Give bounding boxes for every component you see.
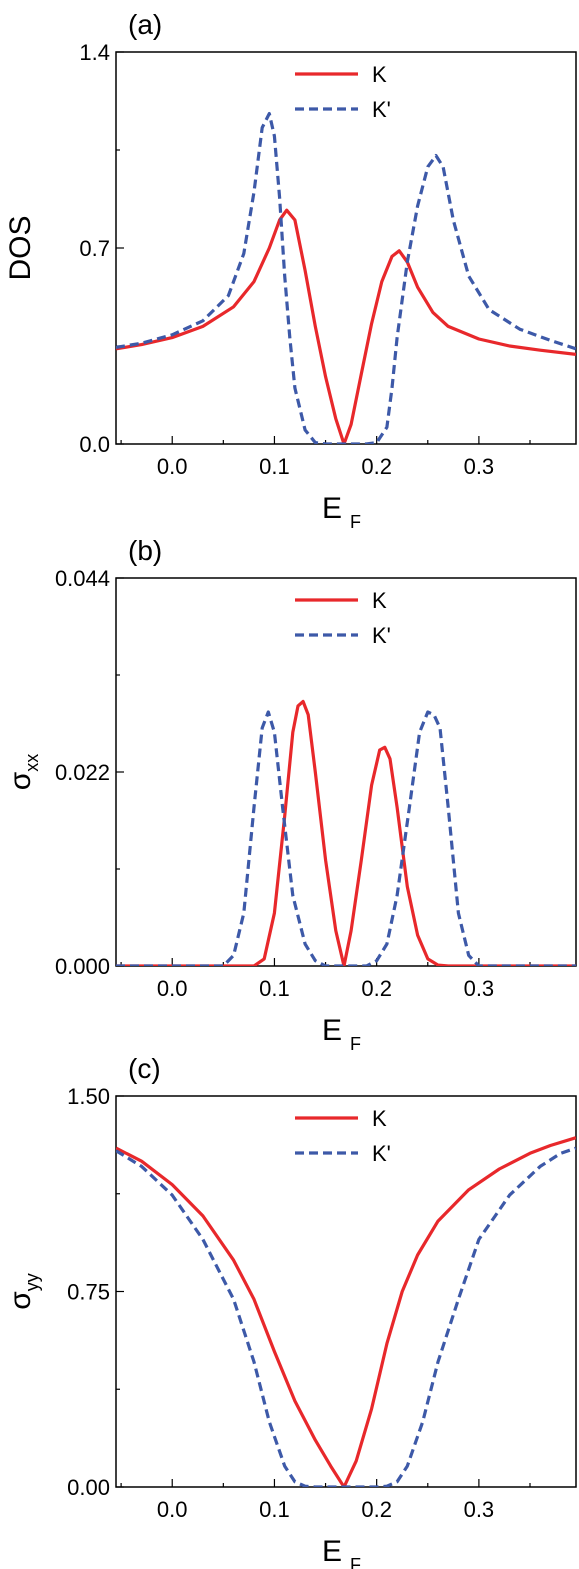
legend-label-k-prime: K' [372,97,391,122]
x-axis-label-subscript: F [350,1555,361,1569]
x-axis-label-subscript: F [350,512,361,532]
x-tick-label: 0.3 [464,454,495,479]
series-line-k-prime [116,710,576,966]
x-tick-label: 0.3 [464,976,495,1001]
y-axis-label-text: DOS [4,215,37,280]
legend-label-k: K [372,62,387,87]
y-tick-label: 0.0 [79,432,110,457]
panel-label: (a) [128,9,162,40]
y-axis-label-text: σ [4,771,37,790]
plot-frame [115,51,577,445]
y-axis-label-text: σ [4,1291,37,1310]
y-axis-label: σyy [4,1273,42,1310]
y-axis-label: σxx [4,754,42,791]
y-tick-label: 0.044 [55,566,110,591]
y-tick-label: 1.4 [79,40,110,65]
x-tick-label: 0.2 [361,976,392,1001]
x-axis-label: E [322,492,342,525]
x-tick-label: 0.2 [361,454,392,479]
x-tick-label: 0.0 [157,976,188,1001]
y-axis-label-subscript: yy [22,1273,42,1291]
y-tick-label: 0.75 [67,1280,110,1305]
x-axis-label: E [322,1535,342,1568]
series-line-k [116,1136,576,1487]
plot-frame [115,1095,577,1488]
x-tick-label: 0.1 [259,454,290,479]
y-tick-label: 0.00 [67,1475,110,1500]
x-tick-label: 0.0 [157,1497,188,1522]
x-axis-label-subscript: F [350,1034,361,1054]
legend-label-k-prime: K' [372,1141,391,1166]
series-line-k-prime [116,1146,576,1487]
legend-label-k: K [372,588,387,613]
series-line-k [116,208,576,444]
y-tick-label: 0.7 [79,236,110,261]
x-axis-label: E [322,1014,342,1047]
panel-label: (c) [128,1053,161,1084]
y-tick-label: 0.022 [55,760,110,785]
panel-label: (b) [128,535,162,566]
series-line-k [116,699,576,966]
x-tick-label: 0.1 [259,1497,290,1522]
legend-label-k-prime: K' [372,623,391,648]
series-line-k-prime [116,111,576,444]
x-tick-label: 0.3 [464,1497,495,1522]
y-axis-label-subscript: xx [22,754,42,772]
y-tick-label: 1.50 [67,1084,110,1109]
legend-label-k: K [372,1106,387,1131]
x-tick-label: 0.0 [157,454,188,479]
x-tick-label: 0.1 [259,976,290,1001]
x-tick-label: 0.2 [361,1497,392,1522]
y-tick-label: 0.000 [55,954,110,979]
y-axis-label: DOS [4,215,37,280]
